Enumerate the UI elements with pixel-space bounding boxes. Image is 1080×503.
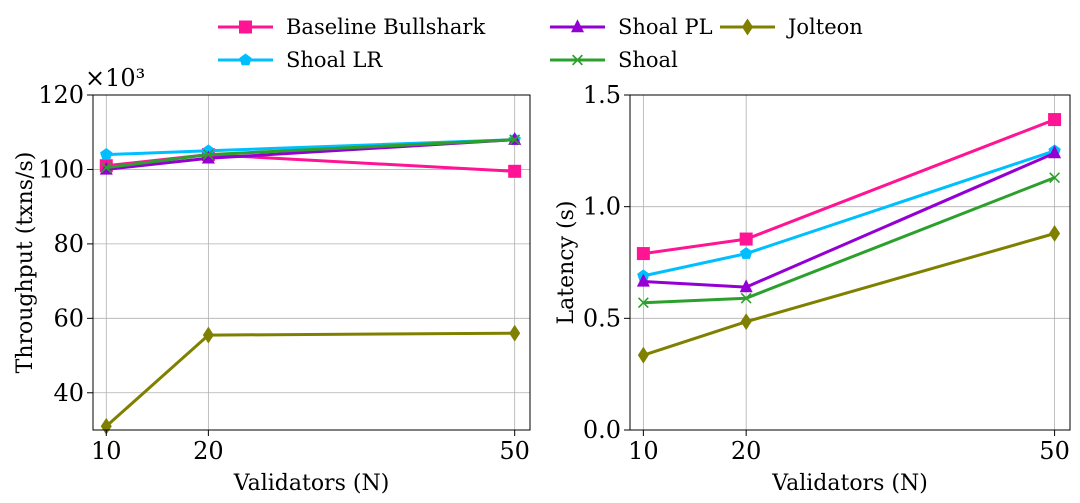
series-shoal	[637, 172, 1061, 309]
data-point	[740, 313, 752, 331]
y-tick-label: 0.5	[583, 304, 621, 332]
throughput-chart: 10 20 50 40 60 80 100 120 Validators (N) Throughp…	[13, 64, 531, 496]
x-tick-label: 20	[731, 437, 762, 465]
data-point	[1049, 172, 1061, 184]
data-point	[740, 292, 752, 304]
y-tick-label: 100	[38, 155, 84, 183]
data-point	[201, 150, 215, 164]
x-axis-label: Validators (N)	[771, 471, 928, 496]
legend-entry-shoal-lr: Shoal LR	[218, 48, 383, 72]
data-point	[509, 324, 521, 342]
x-tick-label: 10	[91, 437, 122, 465]
data-point	[637, 346, 649, 364]
data-point	[100, 162, 112, 174]
y-tick-label: 1.0	[583, 193, 621, 221]
y-tick-label: 40	[53, 379, 84, 407]
data-point	[1048, 113, 1062, 127]
series-shoal-pl	[636, 145, 1062, 293]
y-tick-label: 120	[38, 81, 84, 109]
y-tick-label: 60	[53, 304, 84, 332]
legend-entry-jolteon: Jolteon	[720, 15, 863, 39]
data-point	[509, 134, 521, 146]
series-baseline-bullshark	[636, 113, 1062, 261]
legend-entry-shoal-pl: Shoal PL	[550, 15, 713, 39]
data-point	[202, 326, 214, 344]
data-point	[100, 417, 112, 435]
plot-frame	[629, 94, 1071, 431]
data-point	[636, 247, 650, 261]
series-shoal	[100, 134, 521, 174]
data-point	[1049, 225, 1061, 242]
series-line	[643, 118, 1056, 256]
y-tick-label: 1.5	[583, 81, 621, 109]
legend-label: Baseline Bullshark	[286, 15, 485, 39]
data-point	[636, 273, 650, 287]
legend-marker	[571, 19, 584, 33]
legend-label: Jolteon	[786, 15, 863, 39]
x-tick-label: 50	[1039, 437, 1070, 465]
grid	[630, 95, 1070, 430]
x-tick-label: 20	[193, 437, 224, 465]
legend-entry-baseline-bullshark: Baseline Bullshark	[218, 15, 485, 39]
x-tick-label: 50	[499, 437, 530, 465]
legend-label: Shoal LR	[286, 48, 383, 72]
data-point	[637, 297, 649, 309]
data-point	[739, 247, 753, 259]
series-line	[105, 331, 515, 428]
legend-marker	[239, 20, 252, 34]
data-point	[508, 131, 522, 145]
legend-marker	[741, 18, 754, 36]
x-tick-label: 10	[628, 437, 659, 465]
legend: Baseline Bullshark Shoal PL Jolteon Shoal L…	[218, 15, 863, 72]
y-axis-label: Latency (s)	[554, 201, 579, 325]
x-axis-label: Validators (N)	[233, 471, 390, 496]
data-point	[100, 148, 113, 160]
series-jolteon	[100, 324, 521, 435]
legend-marker	[239, 53, 252, 66]
series-shoal-lr	[637, 144, 1061, 282]
legend-entry-shoal: Shoal	[550, 48, 678, 72]
data-point	[202, 149, 214, 160]
plot-frame	[92, 94, 531, 431]
series-jolteon	[637, 225, 1061, 364]
data-point	[1048, 145, 1062, 159]
y-axis-label: Throughput (txns/s)	[13, 152, 38, 374]
legend-label: Shoal	[618, 48, 678, 72]
legend-label: Shoal PL	[618, 15, 713, 39]
data-point	[508, 164, 522, 178]
data-point	[739, 279, 753, 293]
latency-chart: 10 20 50 0.0 0.5 1.0 1.5 Validators (N) Latency …	[554, 81, 1071, 496]
y-tick-label: 80	[53, 230, 84, 258]
data-point	[739, 232, 753, 246]
series-line	[642, 232, 1056, 357]
series-shoal-lr	[100, 133, 521, 160]
y-tick-label: 0.0	[583, 416, 621, 444]
legend-marker	[572, 54, 583, 66]
y-axis-multiplier: ×10³	[85, 64, 145, 92]
